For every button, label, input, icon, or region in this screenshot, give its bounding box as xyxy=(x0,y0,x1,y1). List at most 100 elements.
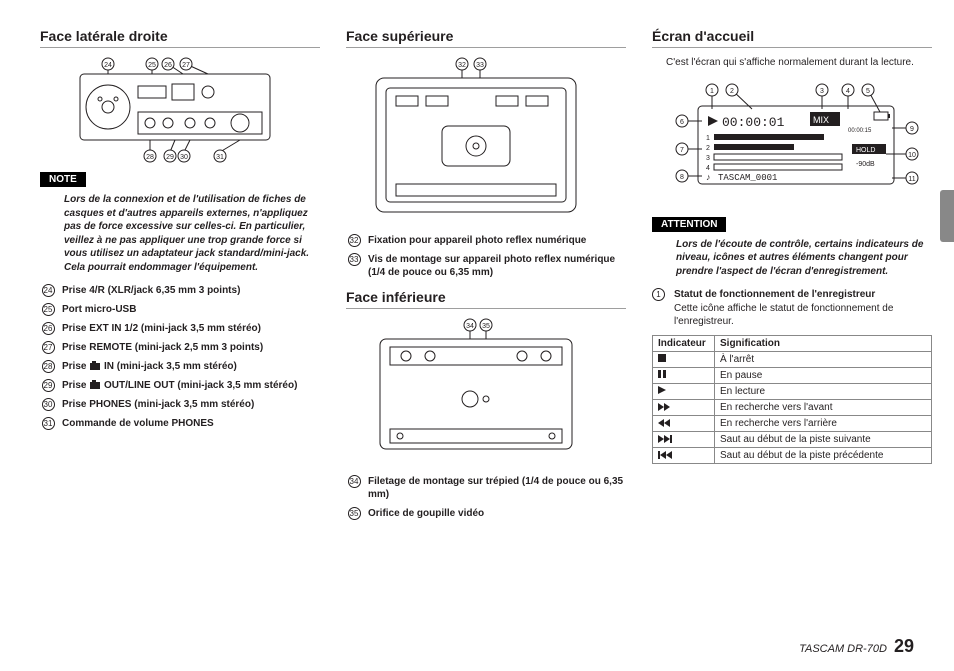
column-right: Écran d'accueil C'est l'écran qui s'affi… xyxy=(652,28,932,526)
indicator-icon xyxy=(653,399,715,415)
list-item: 33Vis de montage sur appareil photo refl… xyxy=(346,253,626,279)
svg-text:00:00:15: 00:00:15 xyxy=(848,128,872,134)
indicator-text: À l'arrêt xyxy=(715,351,932,367)
svg-text:3: 3 xyxy=(706,155,710,162)
desc-title-1: Statut de fonctionnement de l'enregistre… xyxy=(674,288,932,302)
table-row: Saut au début de la piste précédente xyxy=(653,447,932,463)
heading-home-screen: Écran d'accueil xyxy=(652,28,932,48)
list-item: 28Prise IN (mini-jack 3,5 mm stéréo) xyxy=(40,360,320,373)
table-row: En pause xyxy=(653,367,932,383)
svg-text:11: 11 xyxy=(908,176,915,183)
indicator-icon xyxy=(653,383,715,399)
list-item: 34Filetage de montage sur trépied (1/4 d… xyxy=(346,475,626,501)
column-middle: Face supérieure 32 33 32Fixation pour app… xyxy=(346,28,626,526)
list-item: 24Prise 4/R (XLR/jack 6,35 mm 3 points) xyxy=(40,284,320,297)
desc-item-1: 1 Statut de fonctionnement de l'enregist… xyxy=(652,288,932,329)
table-row: À l'arrêt xyxy=(653,351,932,367)
list-top-face: 32Fixation pour appareil photo reflex nu… xyxy=(346,234,626,279)
diagram-right-side: 24 25 26 27 28 29 30 31 xyxy=(40,56,300,166)
intro-text: C'est l'écran qui s'affiche normalement … xyxy=(666,56,932,70)
svg-text:HOLD: HOLD xyxy=(856,147,875,154)
list-bottom-face: 34Filetage de montage sur trépied (1/4 d… xyxy=(346,475,626,520)
indicator-text: Saut au début de la piste précédente xyxy=(715,447,932,463)
svg-text:31: 31 xyxy=(216,154,224,161)
svg-text:6: 6 xyxy=(680,119,684,126)
svg-text:MIX: MIX xyxy=(813,115,829,125)
svg-text:28: 28 xyxy=(146,154,154,161)
list-item: 25Port micro-USB xyxy=(40,303,320,316)
heading-top-face: Face supérieure xyxy=(346,28,626,48)
indicator-text: En recherche vers l'arrière xyxy=(715,415,932,431)
svg-text:25: 25 xyxy=(148,62,156,69)
note-badge: NOTE xyxy=(40,172,86,187)
svg-text:26: 26 xyxy=(164,62,172,69)
indicator-text: Saut au début de la piste suivante xyxy=(715,431,932,447)
svg-text:32: 32 xyxy=(458,62,466,69)
diagram-home-screen: 00:00:01 MIX 00:00:15 1 2 3 4 HOLD -90dB… xyxy=(652,76,932,211)
indicator-text: En pause xyxy=(715,367,932,383)
attention-badge: ATTENTION xyxy=(652,217,726,232)
svg-text:2: 2 xyxy=(706,145,710,152)
indicator-text: En recherche vers l'avant xyxy=(715,399,932,415)
svg-text:♪: ♪ xyxy=(706,172,711,182)
svg-text:1: 1 xyxy=(706,135,710,142)
list-item: 31Commande de volume PHONES xyxy=(40,417,320,430)
table-row: En recherche vers l'arrière xyxy=(653,415,932,431)
svg-text:7: 7 xyxy=(680,147,684,154)
svg-text:5: 5 xyxy=(866,88,870,95)
svg-text:3: 3 xyxy=(820,88,824,95)
indicator-icon xyxy=(653,431,715,447)
svg-text:29: 29 xyxy=(166,154,174,161)
svg-text:24: 24 xyxy=(104,62,112,69)
svg-text:-90dB: -90dB xyxy=(856,161,875,168)
heading-bottom-face: Face inférieure xyxy=(346,289,626,309)
attention-text: Lors de l'écoute de contrôle, certains i… xyxy=(676,238,932,279)
page-footer: TASCAM DR-70D 29 xyxy=(799,636,914,657)
marker-1: 1 xyxy=(652,288,665,301)
list-item: 27Prise REMOTE (mini-jack 2,5 mm 3 point… xyxy=(40,341,320,354)
list-item: 26Prise EXT IN 1/2 (mini-jack 3,5 mm sté… xyxy=(40,322,320,335)
svg-text:9: 9 xyxy=(910,126,914,133)
svg-text:34: 34 xyxy=(466,323,474,330)
indicator-table: Indicateur Signification À l'arrêtEn pau… xyxy=(652,335,932,464)
svg-text:4: 4 xyxy=(846,88,850,95)
svg-text:10: 10 xyxy=(908,152,916,159)
svg-text:33: 33 xyxy=(476,62,484,69)
indicator-text: En lecture xyxy=(715,383,932,399)
indicator-icon xyxy=(653,351,715,367)
svg-text:TASCAM_0001: TASCAM_0001 xyxy=(718,173,777,183)
page-content: Face latérale droite xyxy=(0,0,954,536)
indicator-icon xyxy=(653,415,715,431)
indicator-icon xyxy=(653,447,715,463)
svg-text:35: 35 xyxy=(482,323,490,330)
list-item: 32Fixation pour appareil photo reflex nu… xyxy=(346,234,626,247)
svg-text:8: 8 xyxy=(680,174,684,181)
desc-body-1: Cette icône affiche le statut de fonctio… xyxy=(674,303,893,328)
diagram-top-face: 32 33 xyxy=(346,56,606,226)
indicator-icon xyxy=(653,367,715,383)
table-row: En lecture xyxy=(653,383,932,399)
svg-text:00:00:01: 00:00:01 xyxy=(722,115,785,130)
footer-page: 29 xyxy=(894,636,914,656)
list-item: 35Orifice de goupille vidéo xyxy=(346,507,626,520)
column-left: Face latérale droite xyxy=(40,28,320,526)
desc-list: 1 Statut de fonctionnement de l'enregist… xyxy=(652,288,932,329)
table-row: Saut au début de la piste suivante xyxy=(653,431,932,447)
table-row: En recherche vers l'avant xyxy=(653,399,932,415)
note-text: Lors de la connexion et de l'utilisation… xyxy=(64,193,320,274)
svg-text:4: 4 xyxy=(706,165,710,172)
camera-icon xyxy=(90,382,100,389)
list-item: 29Prise OUT/LINE OUT (mini-jack 3,5 mm s… xyxy=(40,379,320,392)
svg-text:1: 1 xyxy=(710,88,714,95)
list-right-side: 24Prise 4/R (XLR/jack 6,35 mm 3 points) 2… xyxy=(40,284,320,430)
diagram-bottom-face: 34 35 xyxy=(346,317,606,467)
svg-text:2: 2 xyxy=(730,88,734,95)
footer-model: TASCAM DR-70D xyxy=(799,643,887,655)
th-indicator: Indicateur xyxy=(653,335,715,351)
svg-text:27: 27 xyxy=(182,62,190,69)
th-meaning: Signification xyxy=(715,335,932,351)
page-side-tab xyxy=(940,190,954,242)
svg-text:30: 30 xyxy=(180,154,188,161)
list-item: 30Prise PHONES (mini-jack 3,5 mm stéréo) xyxy=(40,398,320,411)
heading-right-side: Face latérale droite xyxy=(40,28,320,48)
